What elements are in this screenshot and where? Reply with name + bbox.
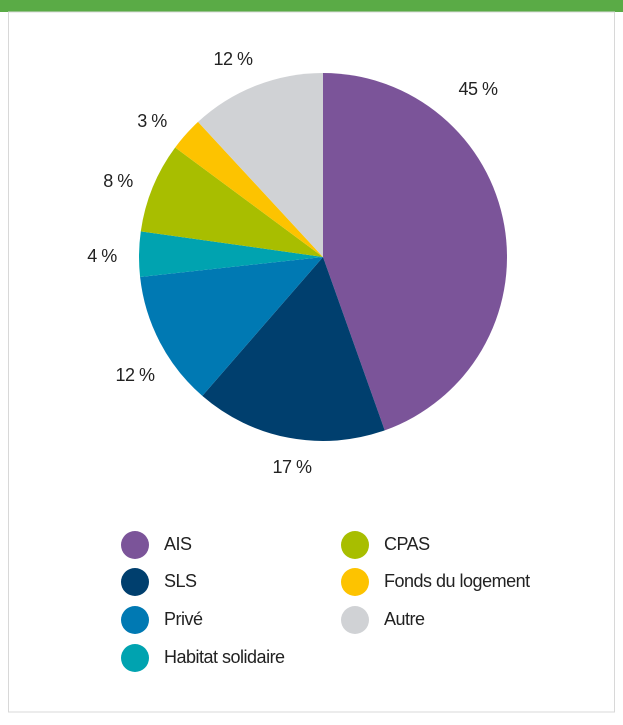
data-label: 3 %	[137, 111, 167, 131]
data-label: 8 %	[103, 171, 133, 191]
pie-slice	[140, 257, 323, 396]
legend-label: Fonds du logement	[384, 571, 530, 591]
legend-label: CPAS	[384, 534, 430, 554]
pie-slice	[140, 147, 323, 257]
legend-label: Habitat solidaire	[164, 647, 285, 667]
pie-slice	[323, 73, 507, 431]
legend-swatch	[341, 531, 369, 559]
data-label: 4 %	[87, 246, 117, 266]
data-label: 45 %	[458, 79, 498, 99]
legend-swatch	[121, 644, 149, 672]
data-label: 17 %	[272, 457, 312, 477]
header-bar	[0, 0, 623, 12]
pie-slice	[175, 121, 323, 257]
legend-label: SLS	[164, 571, 197, 591]
legend-label: Privé	[164, 609, 203, 629]
legend-swatch	[121, 606, 149, 634]
legend-swatch	[121, 568, 149, 596]
frame	[8, 11, 615, 713]
legend-label: AIS	[164, 534, 192, 554]
pie-slice	[138, 231, 323, 277]
data-label: 12 %	[213, 49, 253, 69]
pie-slice	[202, 257, 385, 441]
pie-slice	[198, 73, 323, 257]
legend-swatch	[341, 568, 369, 596]
legend-swatch	[121, 531, 149, 559]
legend-label: Autre	[384, 609, 425, 629]
legend-swatch	[341, 606, 369, 634]
data-label: 12 %	[115, 365, 155, 385]
